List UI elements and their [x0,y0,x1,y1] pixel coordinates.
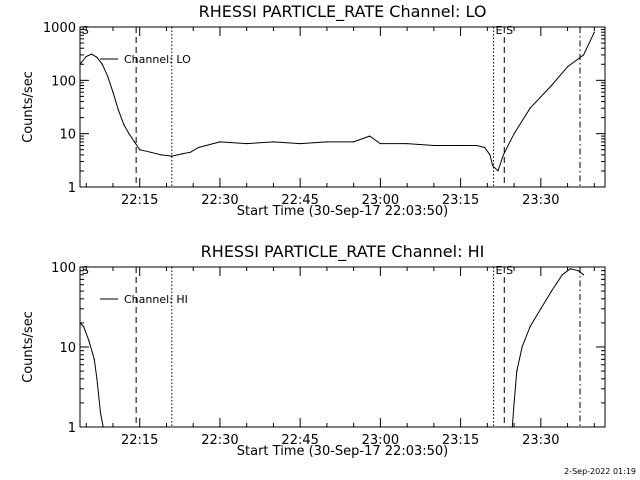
data-point [139,149,141,151]
y-axis-label: Counts/sec [21,71,36,143]
data-point [96,56,98,58]
data-point [83,326,85,328]
data-point [577,270,579,272]
event-marker-label: S [506,264,513,277]
y-tick-label: 100 [51,261,76,276]
data-point [511,426,513,428]
x-tick-label: 23:15 [442,433,479,448]
data-point [91,53,93,55]
y-tick-label: 1000 [43,21,76,36]
data-point [88,340,90,342]
plot-frame [79,26,606,188]
data-point [476,144,478,147]
data-point [149,151,151,153]
x-tick-label: 22:45 [281,433,318,448]
data-point [550,84,553,87]
event-marker-label: S [82,264,89,277]
data-point [433,144,435,147]
data-point [379,143,381,145]
data-point [540,308,542,310]
plot-frame [79,266,606,428]
data-point [93,358,95,360]
data-point [513,402,515,404]
x-tick-label: 22:45 [281,193,318,208]
data-point [583,54,585,56]
data-point [85,55,87,58]
event-marker-label: S [82,24,89,37]
data-point [593,31,595,33]
x-tick-label: 22:15 [121,193,158,208]
data-point [513,133,515,135]
data-point [272,141,274,143]
data-point [79,63,81,65]
data-point [460,144,462,147]
x-tick-label: 22:30 [201,433,238,448]
data-point [102,426,104,428]
x-tick-label: 22:30 [201,193,238,208]
y-tick-label: 1 [68,181,76,196]
x-tick-label: 23:30 [522,433,559,448]
data-point [79,322,81,324]
data-point [96,378,98,380]
data-point [583,274,585,276]
data-point [489,154,491,156]
data-point [521,346,523,348]
y-tick-label: 10 [59,128,76,143]
data-point [171,155,173,157]
chart-title: RHESSI PARTICLE_RATE Channel: HI [201,242,485,262]
data-point [299,143,301,145]
lo-channel-panel: RHESSI PARTICLE_RATE Channel: LO Counts/s… [21,2,606,219]
data-point [516,370,518,372]
data-point [160,154,162,156]
data-point [484,146,486,149]
x-axis-label: Start Time (30-Sep-17 22:03:50) [237,204,448,219]
x-tick-label: 23:30 [522,193,559,208]
data-point [326,141,328,143]
data-point [181,153,184,155]
data-point [107,75,109,77]
data-point [561,274,563,276]
series-line-channel-hi [80,268,584,427]
data-point [99,412,102,414]
hi-channel-panel: RHESSI PARTICLE_RATE Channel: HI Counts/s… [21,242,606,459]
data-point [219,141,221,143]
event-marker-label: E [495,24,502,37]
chart-title: RHESSI PARTICLE_RATE Channel: LO [199,2,487,22]
data-point [529,326,531,328]
data-point [406,143,408,145]
legend-label: Channel: LO [124,53,191,66]
y-tick-label: 10 [59,341,76,356]
data-point [369,135,371,137]
event-marker-label: S [506,24,513,37]
data-point [497,170,499,172]
x-tick-label: 23:00 [362,193,399,208]
x-tick-label: 23:00 [362,433,399,448]
data-point [492,165,494,167]
y-axis-label: Counts/sec [21,311,36,383]
x-axis-label: Start Time (30-Sep-17 22:03:50) [237,444,448,459]
data-point [246,143,248,145]
data-point [112,91,114,93]
data-point [567,66,569,68]
y-tick-label: 100 [51,74,76,89]
x-tick-label: 22:15 [121,433,158,448]
data-point [123,123,125,125]
data-point [189,151,192,153]
data-point [197,146,200,149]
x-tick-label: 23:15 [442,193,479,208]
y-tick-label: 1 [68,421,76,436]
data-point [502,154,504,156]
data-point [529,107,531,109]
legend-label: Channel: HI [124,293,188,306]
event-marker-label: E [495,264,502,277]
data-point [353,141,355,143]
data-point [101,63,103,65]
data-point [133,141,135,143]
data-point [550,290,553,292]
data-point [117,109,119,111]
data-point [569,268,571,270]
data-point [128,133,130,135]
footer-timestamp: 2-Sep-2022 01:19 [564,467,636,476]
